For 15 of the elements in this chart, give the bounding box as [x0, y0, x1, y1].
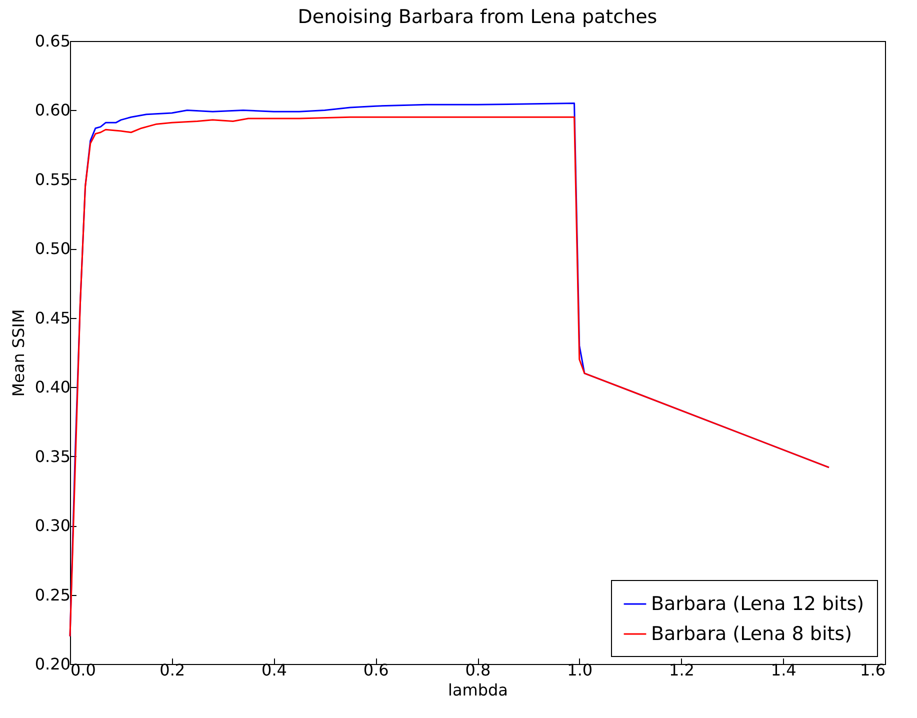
y-tick-label: 0.45 — [34, 308, 70, 328]
legend-label: Barbara (Lena 8 bits) — [651, 623, 852, 645]
y-tick-label: 0.55 — [34, 170, 70, 189]
y-tick-label: 0.20 — [34, 654, 70, 674]
y-tick-label: 0.60 — [34, 100, 70, 120]
chart-title: Denoising Barbara from Lena patches — [298, 6, 658, 28]
y-tick-label: 0.30 — [34, 516, 70, 536]
y-tick-label: 0.35 — [34, 446, 70, 466]
legend-label: Barbara (Lena 12 bits) — [651, 593, 864, 615]
x-axis-title: lambda — [448, 680, 508, 700]
y-axis-title: Mean SSIM — [8, 309, 28, 397]
y-tick-label: 0.40 — [34, 378, 70, 397]
y-tick-label: 0.25 — [34, 585, 70, 604]
y-tick-label: 0.65 — [34, 32, 70, 50]
y-tick-label: 0.50 — [34, 239, 70, 258]
